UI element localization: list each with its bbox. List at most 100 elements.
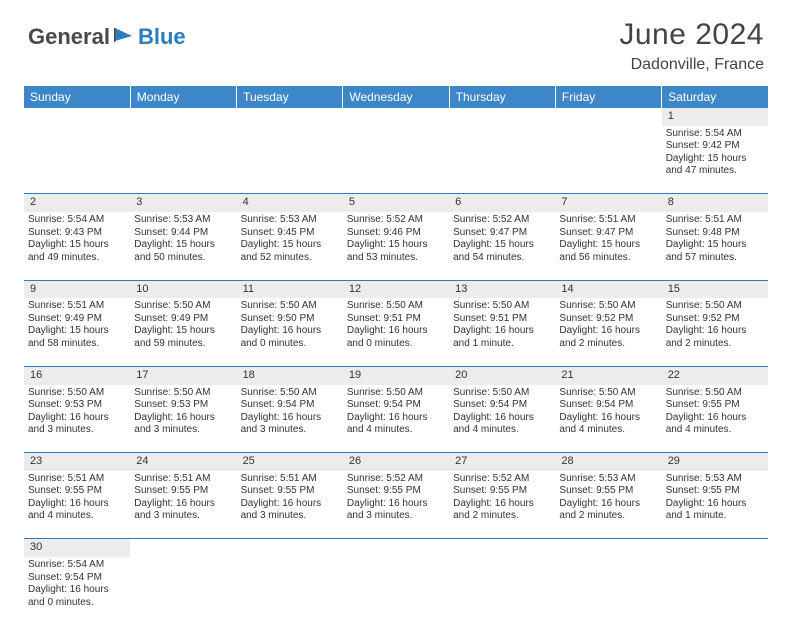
day-number: 26 [343, 453, 449, 471]
sunset-text: Sunset: 9:54 PM [28, 572, 126, 585]
sunrise-text: Sunrise: 5:53 AM [666, 473, 764, 486]
sunset-text: Sunset: 9:55 PM [28, 485, 126, 498]
day-number: 28 [555, 453, 661, 471]
day-cell: Sunrise: 5:53 AMSunset: 9:44 PMDaylight:… [130, 212, 236, 280]
daylight-text: Daylight: 15 hours and 53 minutes. [347, 239, 445, 264]
day-content-row: Sunrise: 5:54 AMSunset: 9:42 PMDaylight:… [24, 126, 768, 194]
day-cell: Sunrise: 5:54 AMSunset: 9:54 PMDaylight:… [24, 557, 130, 625]
sunrise-text: Sunrise: 5:50 AM [559, 387, 657, 400]
day-cell: Sunrise: 5:52 AMSunset: 9:55 PMDaylight:… [449, 471, 555, 539]
day-cell [555, 126, 661, 194]
sunrise-text: Sunrise: 5:53 AM [241, 214, 339, 227]
sunrise-text: Sunrise: 5:54 AM [28, 559, 126, 572]
day-number [130, 539, 236, 557]
day-content-row: Sunrise: 5:51 AMSunset: 9:55 PMDaylight:… [24, 471, 768, 539]
day-content-row: Sunrise: 5:50 AMSunset: 9:53 PMDaylight:… [24, 385, 768, 453]
day-cell: Sunrise: 5:50 AMSunset: 9:53 PMDaylight:… [24, 385, 130, 453]
daylight-text: Daylight: 16 hours and 3 minutes. [134, 412, 232, 437]
sunset-text: Sunset: 9:49 PM [134, 313, 232, 326]
day-number [555, 539, 661, 557]
sunset-text: Sunset: 9:54 PM [241, 399, 339, 412]
day-number: 12 [343, 280, 449, 298]
sunrise-text: Sunrise: 5:51 AM [559, 214, 657, 227]
day-number: 11 [237, 280, 343, 298]
day-number: 23 [24, 453, 130, 471]
daylight-text: Daylight: 16 hours and 0 minutes. [241, 325, 339, 350]
sunrise-text: Sunrise: 5:50 AM [666, 387, 764, 400]
day-number [24, 108, 130, 126]
sunrise-text: Sunrise: 5:51 AM [28, 300, 126, 313]
day-content-row: Sunrise: 5:51 AM Sunset: 9:49 PM Daylight:… [24, 298, 768, 366]
weekday-header: Monday [130, 86, 236, 108]
sunset-text: Sunset: 9:55 PM [666, 485, 764, 498]
day-number [662, 539, 768, 557]
calendar-table: Sunday Monday Tuesday Wednesday Thursday… [24, 86, 768, 625]
sunrise-text: Sunrise: 5:51 AM [241, 473, 339, 486]
day-cell: Sunrise: 5:51 AMSunset: 9:55 PMDaylight:… [130, 471, 236, 539]
sunrise-text: Sunrise: 5:54 AM [28, 214, 126, 227]
sunset-text: Sunset: 9:55 PM [347, 485, 445, 498]
day-number [555, 108, 661, 126]
sunset-text: Sunset: 9:47 PM [559, 227, 657, 240]
day-cell: Sunrise: 5:52 AMSunset: 9:55 PMDaylight:… [343, 471, 449, 539]
sunset-text: Sunset: 9:44 PM [134, 227, 232, 240]
daylight-text: Daylight: 15 hours and 50 minutes. [134, 239, 232, 264]
day-cell [130, 126, 236, 194]
daylight-text: Daylight: 15 hours and 57 minutes. [666, 239, 764, 264]
day-cell: Sunrise: 5:50 AMSunset: 9:53 PMDaylight:… [130, 385, 236, 453]
daylight-text: Daylight: 15 hours and 58 minutes. [28, 325, 126, 350]
day-cell [449, 126, 555, 194]
day-number: 29 [662, 453, 768, 471]
day-number: 5 [343, 194, 449, 212]
day-cell: Sunrise: 5:51 AMSunset: 9:47 PMDaylight:… [555, 212, 661, 280]
day-number [130, 108, 236, 126]
daylight-text: Daylight: 16 hours and 2 minutes. [453, 498, 551, 523]
daylight-text: Daylight: 16 hours and 0 minutes. [28, 584, 126, 609]
day-cell: Sunrise: 5:53 AMSunset: 9:45 PMDaylight:… [237, 212, 343, 280]
daylight-text: Daylight: 16 hours and 4 minutes. [347, 412, 445, 437]
sunset-text: Sunset: 9:54 PM [453, 399, 551, 412]
day-cell [130, 557, 236, 625]
day-cell [24, 126, 130, 194]
daylight-text: Daylight: 16 hours and 3 minutes. [241, 412, 339, 437]
day-cell: Sunrise: 5:53 AMSunset: 9:55 PMDaylight:… [662, 471, 768, 539]
day-number: 15 [662, 280, 768, 298]
sunrise-text: Sunrise: 5:54 AM [666, 128, 764, 141]
day-cell: Sunrise: 5:54 AMSunset: 9:43 PMDaylight:… [24, 212, 130, 280]
sunrise-text: Sunrise: 5:50 AM [241, 387, 339, 400]
day-number [237, 539, 343, 557]
day-cell [343, 126, 449, 194]
daylight-text: Daylight: 16 hours and 1 minute. [453, 325, 551, 350]
day-number: 1 [662, 108, 768, 126]
sunset-text: Sunset: 9:55 PM [559, 485, 657, 498]
day-cell [555, 557, 661, 625]
day-cell: Sunrise: 5:50 AMSunset: 9:52 PMDaylight:… [555, 298, 661, 366]
day-number: 8 [662, 194, 768, 212]
daylight-text: Daylight: 16 hours and 4 minutes. [666, 412, 764, 437]
day-cell: Sunrise: 5:54 AMSunset: 9:42 PMDaylight:… [662, 126, 768, 194]
daylight-text: Daylight: 16 hours and 1 minute. [666, 498, 764, 523]
sunrise-text: Sunrise: 5:52 AM [347, 473, 445, 486]
sunset-text: Sunset: 9:55 PM [453, 485, 551, 498]
sunset-text: Sunset: 9:55 PM [666, 399, 764, 412]
sunrise-text: Sunrise: 5:50 AM [241, 300, 339, 313]
sunset-text: Sunset: 9:53 PM [134, 399, 232, 412]
location-label: Dadonville, France [619, 56, 764, 74]
sunset-text: Sunset: 9:43 PM [28, 227, 126, 240]
day-cell: Sunrise: 5:50 AMSunset: 9:54 PMDaylight:… [343, 385, 449, 453]
day-cell: Sunrise: 5:50 AMSunset: 9:50 PMDaylight:… [237, 298, 343, 366]
day-cell: Sunrise: 5:53 AMSunset: 9:55 PMDaylight:… [555, 471, 661, 539]
weekday-header-row: Sunday Monday Tuesday Wednesday Thursday… [24, 86, 768, 108]
sunrise-text: Sunrise: 5:50 AM [347, 387, 445, 400]
daylight-text: Daylight: 16 hours and 4 minutes. [453, 412, 551, 437]
sunset-text: Sunset: 9:53 PM [28, 399, 126, 412]
day-cell [237, 557, 343, 625]
sunrise-text: Sunrise: 5:52 AM [347, 214, 445, 227]
daylight-text: Daylight: 16 hours and 3 minutes. [28, 412, 126, 437]
sunrise-text: Sunrise: 5:50 AM [559, 300, 657, 313]
daylight-text: Daylight: 15 hours and 52 minutes. [241, 239, 339, 264]
daylight-text: Daylight: 16 hours and 0 minutes. [347, 325, 445, 350]
sunrise-text: Sunrise: 5:51 AM [666, 214, 764, 227]
weekday-header: Wednesday [343, 86, 449, 108]
day-cell [343, 557, 449, 625]
